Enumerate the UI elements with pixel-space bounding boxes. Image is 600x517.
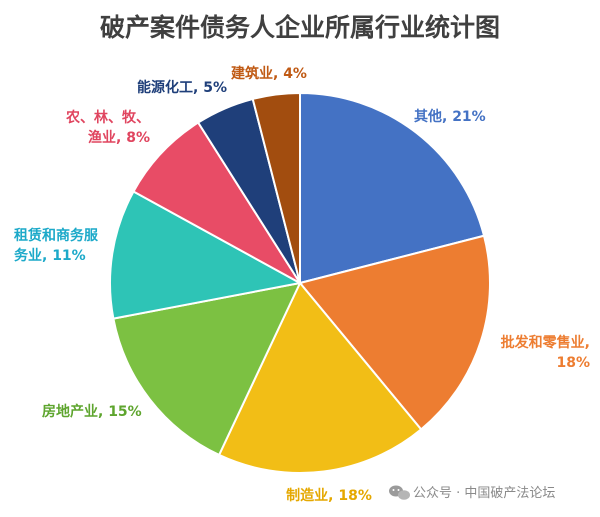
slice-label: 租赁和商务服务业, 11% bbox=[14, 227, 99, 264]
pie-slice bbox=[132, 121, 301, 284]
pie-slice bbox=[251, 91, 301, 284]
pie-slice bbox=[112, 281, 302, 457]
slice-labels: 其他, 21% 批发和零售业, 18% 制造业, 18% 房地产业, 15% 租赁和商务服… bbox=[14, 65, 590, 504]
slice-label: 其他, 21% bbox=[414, 108, 486, 125]
pie-slice bbox=[109, 190, 303, 320]
wechat-icon bbox=[389, 485, 410, 500]
pie-slice bbox=[299, 91, 486, 285]
watermark: 公众号 · 中国破产法论坛 bbox=[389, 485, 555, 501]
slice-label: 制造业, 18% bbox=[286, 487, 372, 504]
pie-slice bbox=[298, 234, 491, 431]
slice-label: 建筑业, 4% bbox=[231, 65, 307, 82]
watermark-text: 公众号 · 中国破产法论坛 bbox=[413, 486, 555, 501]
chart-title: 破产案件债务人企业所属行业统计图 bbox=[100, 13, 500, 42]
pie-slices bbox=[109, 91, 491, 474]
slice-label: 能源化工, 5% bbox=[137, 79, 227, 96]
pie-slice bbox=[217, 281, 423, 474]
slice-label: 批发和零售业, 18% bbox=[501, 334, 590, 371]
slice-label: 房地产业, 15% bbox=[42, 403, 142, 420]
slice-label: 农、林、牧、渔业, 8% bbox=[65, 109, 150, 146]
